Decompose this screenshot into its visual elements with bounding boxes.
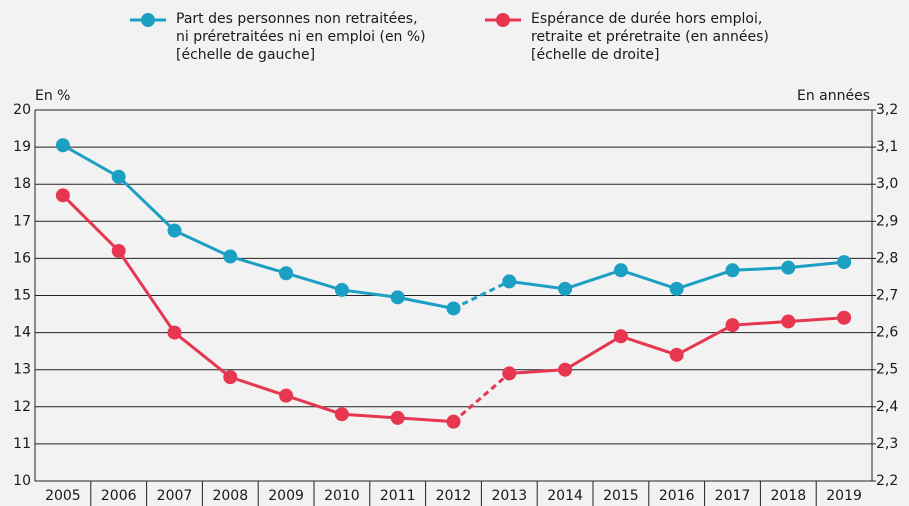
point: [223, 249, 238, 264]
y-tick-label: 13: [13, 362, 31, 378]
series-line: [509, 316, 845, 375]
point: [781, 260, 796, 275]
legend-label: Part des personnes non retraitées, ni pr…: [176, 11, 426, 63]
point: [334, 407, 349, 422]
point: [111, 243, 126, 258]
point: [167, 325, 182, 340]
point: [55, 138, 70, 153]
y-tick-label: 11: [13, 436, 31, 452]
point: [502, 274, 517, 289]
y2-tick-label: 2,9: [876, 213, 898, 229]
legend-marker: [496, 13, 510, 27]
y-tick-label: 15: [13, 288, 31, 304]
x-tick-label: 2017: [715, 488, 751, 504]
y2-tick-label: 2,6: [876, 325, 898, 341]
point: [446, 414, 461, 429]
x-tick-label: 2015: [603, 488, 639, 504]
dashed-segment: [452, 280, 510, 310]
x-tick-label: 2008: [212, 488, 248, 504]
y2-axis-label: En années: [797, 88, 870, 104]
legend-marker: [141, 13, 155, 27]
point: [613, 329, 628, 344]
y2-tick-label: 3,0: [876, 176, 898, 192]
point: [725, 263, 740, 278]
y-tick-label: 18: [13, 176, 31, 192]
x-tick-label: 2018: [770, 488, 806, 504]
y-tick-label: 14: [13, 325, 31, 341]
dashed-segment: [452, 372, 511, 423]
point: [502, 366, 517, 381]
x-tick-label: 2010: [324, 488, 360, 504]
point: [446, 301, 461, 316]
y2-tick-label: 2,3: [876, 436, 898, 452]
point: [111, 169, 126, 184]
y-tick-label: 10: [13, 473, 31, 489]
point: [558, 362, 573, 377]
point: [558, 281, 573, 296]
y2-tick-label: 3,2: [876, 102, 898, 118]
x-tick-label: 2016: [659, 488, 695, 504]
y-tick-label: 19: [13, 139, 31, 155]
y-tick-label: 17: [13, 213, 31, 229]
series-line: [61, 194, 454, 424]
y-tick-label: 20: [13, 102, 31, 118]
point: [55, 188, 70, 203]
x-tick-label: 2007: [157, 488, 193, 504]
point: [781, 314, 796, 329]
x-tick-label: 2014: [547, 488, 583, 504]
x-tick-label: 2009: [268, 488, 304, 504]
point: [390, 290, 405, 305]
point: [669, 347, 684, 362]
x-tick-label: 2011: [380, 488, 416, 504]
y2-tick-label: 2,8: [876, 250, 898, 266]
y2-tick-label: 2,2: [876, 473, 898, 489]
point: [837, 255, 852, 270]
point: [837, 310, 852, 325]
point: [334, 282, 349, 297]
x-tick-label: 2006: [101, 488, 137, 504]
point: [725, 318, 740, 333]
point: [167, 223, 182, 238]
y-axis-label: En %: [35, 88, 70, 104]
point: [390, 410, 405, 425]
y2-tick-label: 2,5: [876, 362, 898, 378]
y2-tick-label: 2,4: [876, 399, 898, 415]
y-tick-label: 12: [13, 399, 31, 415]
point: [279, 388, 294, 403]
point: [223, 370, 238, 385]
y2-tick-label: 2,7: [876, 288, 898, 304]
point: [669, 281, 684, 296]
y2-tick-label: 3,1: [876, 139, 898, 155]
x-tick-label: 2013: [491, 488, 527, 504]
x-tick-label: 2019: [826, 488, 862, 504]
point: [613, 263, 628, 278]
point: [279, 266, 294, 281]
y-tick-label: 16: [13, 250, 31, 266]
series-line: [62, 143, 454, 310]
x-tick-label: 2005: [45, 488, 81, 504]
x-tick-label: 2012: [436, 488, 472, 504]
legend-label: Espérance de durée hors emploi, retraite…: [531, 11, 769, 63]
